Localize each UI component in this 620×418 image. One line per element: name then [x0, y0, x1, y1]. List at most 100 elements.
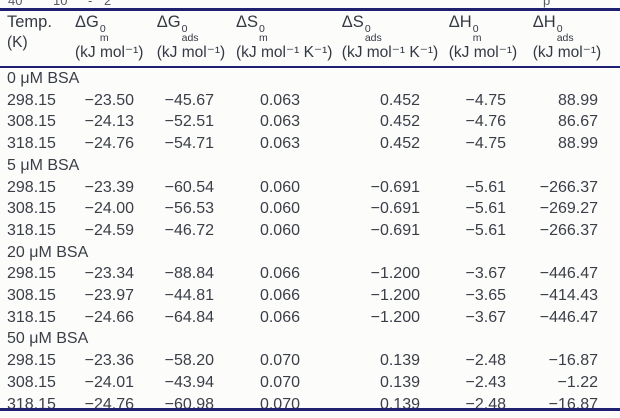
clipped-text-fragment: -: [88, 0, 93, 8]
table-cell-dh-ads: −16.87: [548, 395, 598, 413]
header-symbol: ΔG: [75, 13, 99, 31]
table-cell-dg-m: −24.59: [84, 221, 134, 239]
table-cell-ds-m: 0.063: [259, 135, 300, 153]
column-header-dg-m: ΔG 0 m (kJ mol⁻¹): [70, 11, 143, 68]
table-cell-ds-ads: −0.691: [370, 178, 420, 196]
clipped-text-strip: 40 10 - 2 p: [0, 0, 620, 8]
table-cell-ds-ads: 0.452: [379, 135, 420, 153]
table-cell-dh-ads: −266.37: [539, 221, 598, 239]
table-row: 308.15 −24.01 −43.94 0.070 0.139 −2.43 −…: [0, 372, 620, 394]
table-cell-ds-ads: 0.139: [379, 373, 420, 391]
table-cell-dh-ads: −446.47: [539, 265, 598, 283]
table-cell-dh-m: −2.43: [465, 373, 506, 391]
table-cell-temp: 308.15: [7, 373, 56, 391]
table-cell-dg-m: −24.66: [84, 308, 134, 326]
table-cell-temp: 318.15: [7, 395, 56, 413]
section-label: 5 μM BSA: [7, 156, 80, 174]
header-symbol: ΔS: [236, 13, 259, 31]
table-row: 318.15 −24.76 −60.98 0.070 0.139 −2.48 −…: [0, 394, 620, 416]
table-cell-ds-ads: −1.200: [370, 287, 420, 305]
section-label: 50 μM BSA: [7, 330, 89, 348]
section-label: 0 μM BSA: [7, 70, 80, 87]
table-cell-dg-m: −24.00: [84, 200, 134, 218]
table-bottom-rule: [0, 408, 620, 411]
column-header-dh-ads: ΔH 0 ads (kJ mol⁻¹): [510, 11, 620, 68]
table-cell-dh-ads: −266.37: [539, 178, 598, 196]
table-cell-temp: 298.15: [7, 352, 56, 370]
table-cell-dh-ads: −269.27: [539, 200, 598, 218]
column-header-ds-m: ΔS 0 m (kJ mol⁻¹ K⁻¹): [218, 11, 332, 68]
table-cell-dh-m: −4.75: [465, 135, 506, 153]
table-cell-temp: 318.15: [7, 135, 56, 153]
table-cell-dg-ads: −46.72: [164, 221, 214, 239]
table-cell-dg-m: −23.39: [84, 178, 134, 196]
header-unit: (K): [7, 34, 28, 51]
table-cell-dh-m: −3.65: [465, 287, 506, 305]
section-label: 20 μM BSA: [7, 243, 89, 261]
table-cell-ds-m: 0.066: [259, 308, 300, 326]
table-cell-dg-ads: −44.81: [164, 287, 214, 305]
table-cell-ds-m: 0.063: [259, 91, 300, 109]
header-symbol: Temp.: [7, 13, 52, 31]
table-cell-dh-ads: −414.43: [539, 287, 598, 305]
header-unit: (kJ mol⁻¹): [448, 44, 518, 61]
table-cell-dh-ads: 88.99: [557, 135, 598, 153]
table-row: 308.15 −24.00 −56.53 0.060 −0.691 −5.61 …: [0, 198, 620, 220]
table-cell-ds-m: 0.066: [259, 265, 300, 283]
table-row: 308.15 −24.13 −52.51 0.063 0.452 −4.76 8…: [0, 111, 620, 133]
table-cell-ds-ads: −0.691: [370, 200, 420, 218]
table-cell-dh-ads: 86.67: [557, 113, 598, 131]
table-body: 0 μM BSA 298.15 −23.50 −45.67 0.063 0.45…: [0, 67, 620, 415]
table-cell-dh-m: −2.48: [465, 352, 506, 370]
table-cell-dg-m: −24.76: [84, 135, 134, 153]
column-header-dh-m: ΔH 0 m (kJ mol⁻¹): [424, 11, 517, 68]
superscript-subscript: 0 ads: [364, 23, 382, 44]
thermodynamic-parameters-table: Temp. (K) ΔG 0 m (kJ mol⁻¹) ΔG 0 ads (kJ mol…: [0, 11, 620, 415]
table-cell-dg-m: −24.01: [84, 373, 134, 391]
header-symbol: ΔH: [448, 13, 472, 31]
header-symbol: ΔH: [532, 13, 556, 31]
column-header-temp: Temp. (K): [0, 11, 70, 68]
table-cell-dh-m: −5.61: [465, 200, 506, 218]
table-row: 298.15 −23.50 −45.67 0.063 0.452 −4.75 8…: [0, 90, 620, 112]
table-cell-temp: 308.15: [7, 287, 56, 305]
table-cell-dg-ads: −45.67: [164, 91, 214, 109]
table-cell-dg-ads: −60.54: [164, 178, 214, 196]
column-header-dg-ads: ΔG 0 ads (kJ mol⁻¹): [138, 11, 225, 68]
table-cell-temp: 318.15: [7, 308, 56, 326]
section-row: 0 μM BSA: [0, 67, 620, 90]
table-row: 308.15 −23.97 −44.81 0.066 −1.200 −3.65 …: [0, 285, 620, 307]
table-row: 318.15 −24.76 −54.71 0.063 0.452 −4.75 8…: [0, 133, 620, 155]
table-cell-dh-ads: −1.22: [557, 373, 598, 391]
table-row: 318.15 −24.66 −64.84 0.066 −1.200 −3.67 …: [0, 307, 620, 329]
table-cell-dg-ads: −43.94: [164, 373, 214, 391]
header-unit: (kJ mol⁻¹ K⁻¹): [236, 44, 333, 61]
table-top-rule: [0, 8, 620, 11]
table-cell-ds-ads: 0.139: [379, 352, 420, 370]
clipped-text-fragment: 2: [104, 0, 112, 8]
superscript-subscript: 0 ads: [556, 23, 574, 44]
table-cell-dh-ads: −446.47: [539, 308, 598, 326]
table-cell-dg-m: −23.50: [84, 91, 134, 109]
table-cell-dg-ads: −56.53: [164, 200, 214, 218]
table-cell-dg-ads: −60.98: [164, 395, 214, 413]
table-cell-dg-ads: −64.84: [164, 308, 214, 326]
table-cell-dh-m: −5.61: [465, 221, 506, 239]
table-cell-dh-m: −5.61: [465, 178, 506, 196]
superscript-subscript: 0 ads: [181, 23, 199, 44]
table-cell-dh-m: −4.76: [465, 113, 506, 131]
table-cell-dg-m: −23.36: [84, 352, 134, 370]
table-cell-ds-ads: 0.452: [379, 113, 420, 131]
table-cell-dg-ads: −54.71: [164, 135, 214, 153]
table-cell-ds-m: 0.060: [259, 178, 300, 196]
section-row: 5 μM BSA: [0, 155, 620, 177]
table-cell-ds-ads: −1.200: [370, 265, 420, 283]
table-cell-ds-m: 0.070: [259, 395, 300, 413]
table-row: 318.15 −24.59 −46.72 0.060 −0.691 −5.61 …: [0, 220, 620, 242]
table-cell-dh-ads: 88.99: [557, 91, 598, 109]
clipped-text-fragment: p: [543, 0, 551, 8]
table-cell-ds-ads: −0.691: [370, 221, 420, 239]
